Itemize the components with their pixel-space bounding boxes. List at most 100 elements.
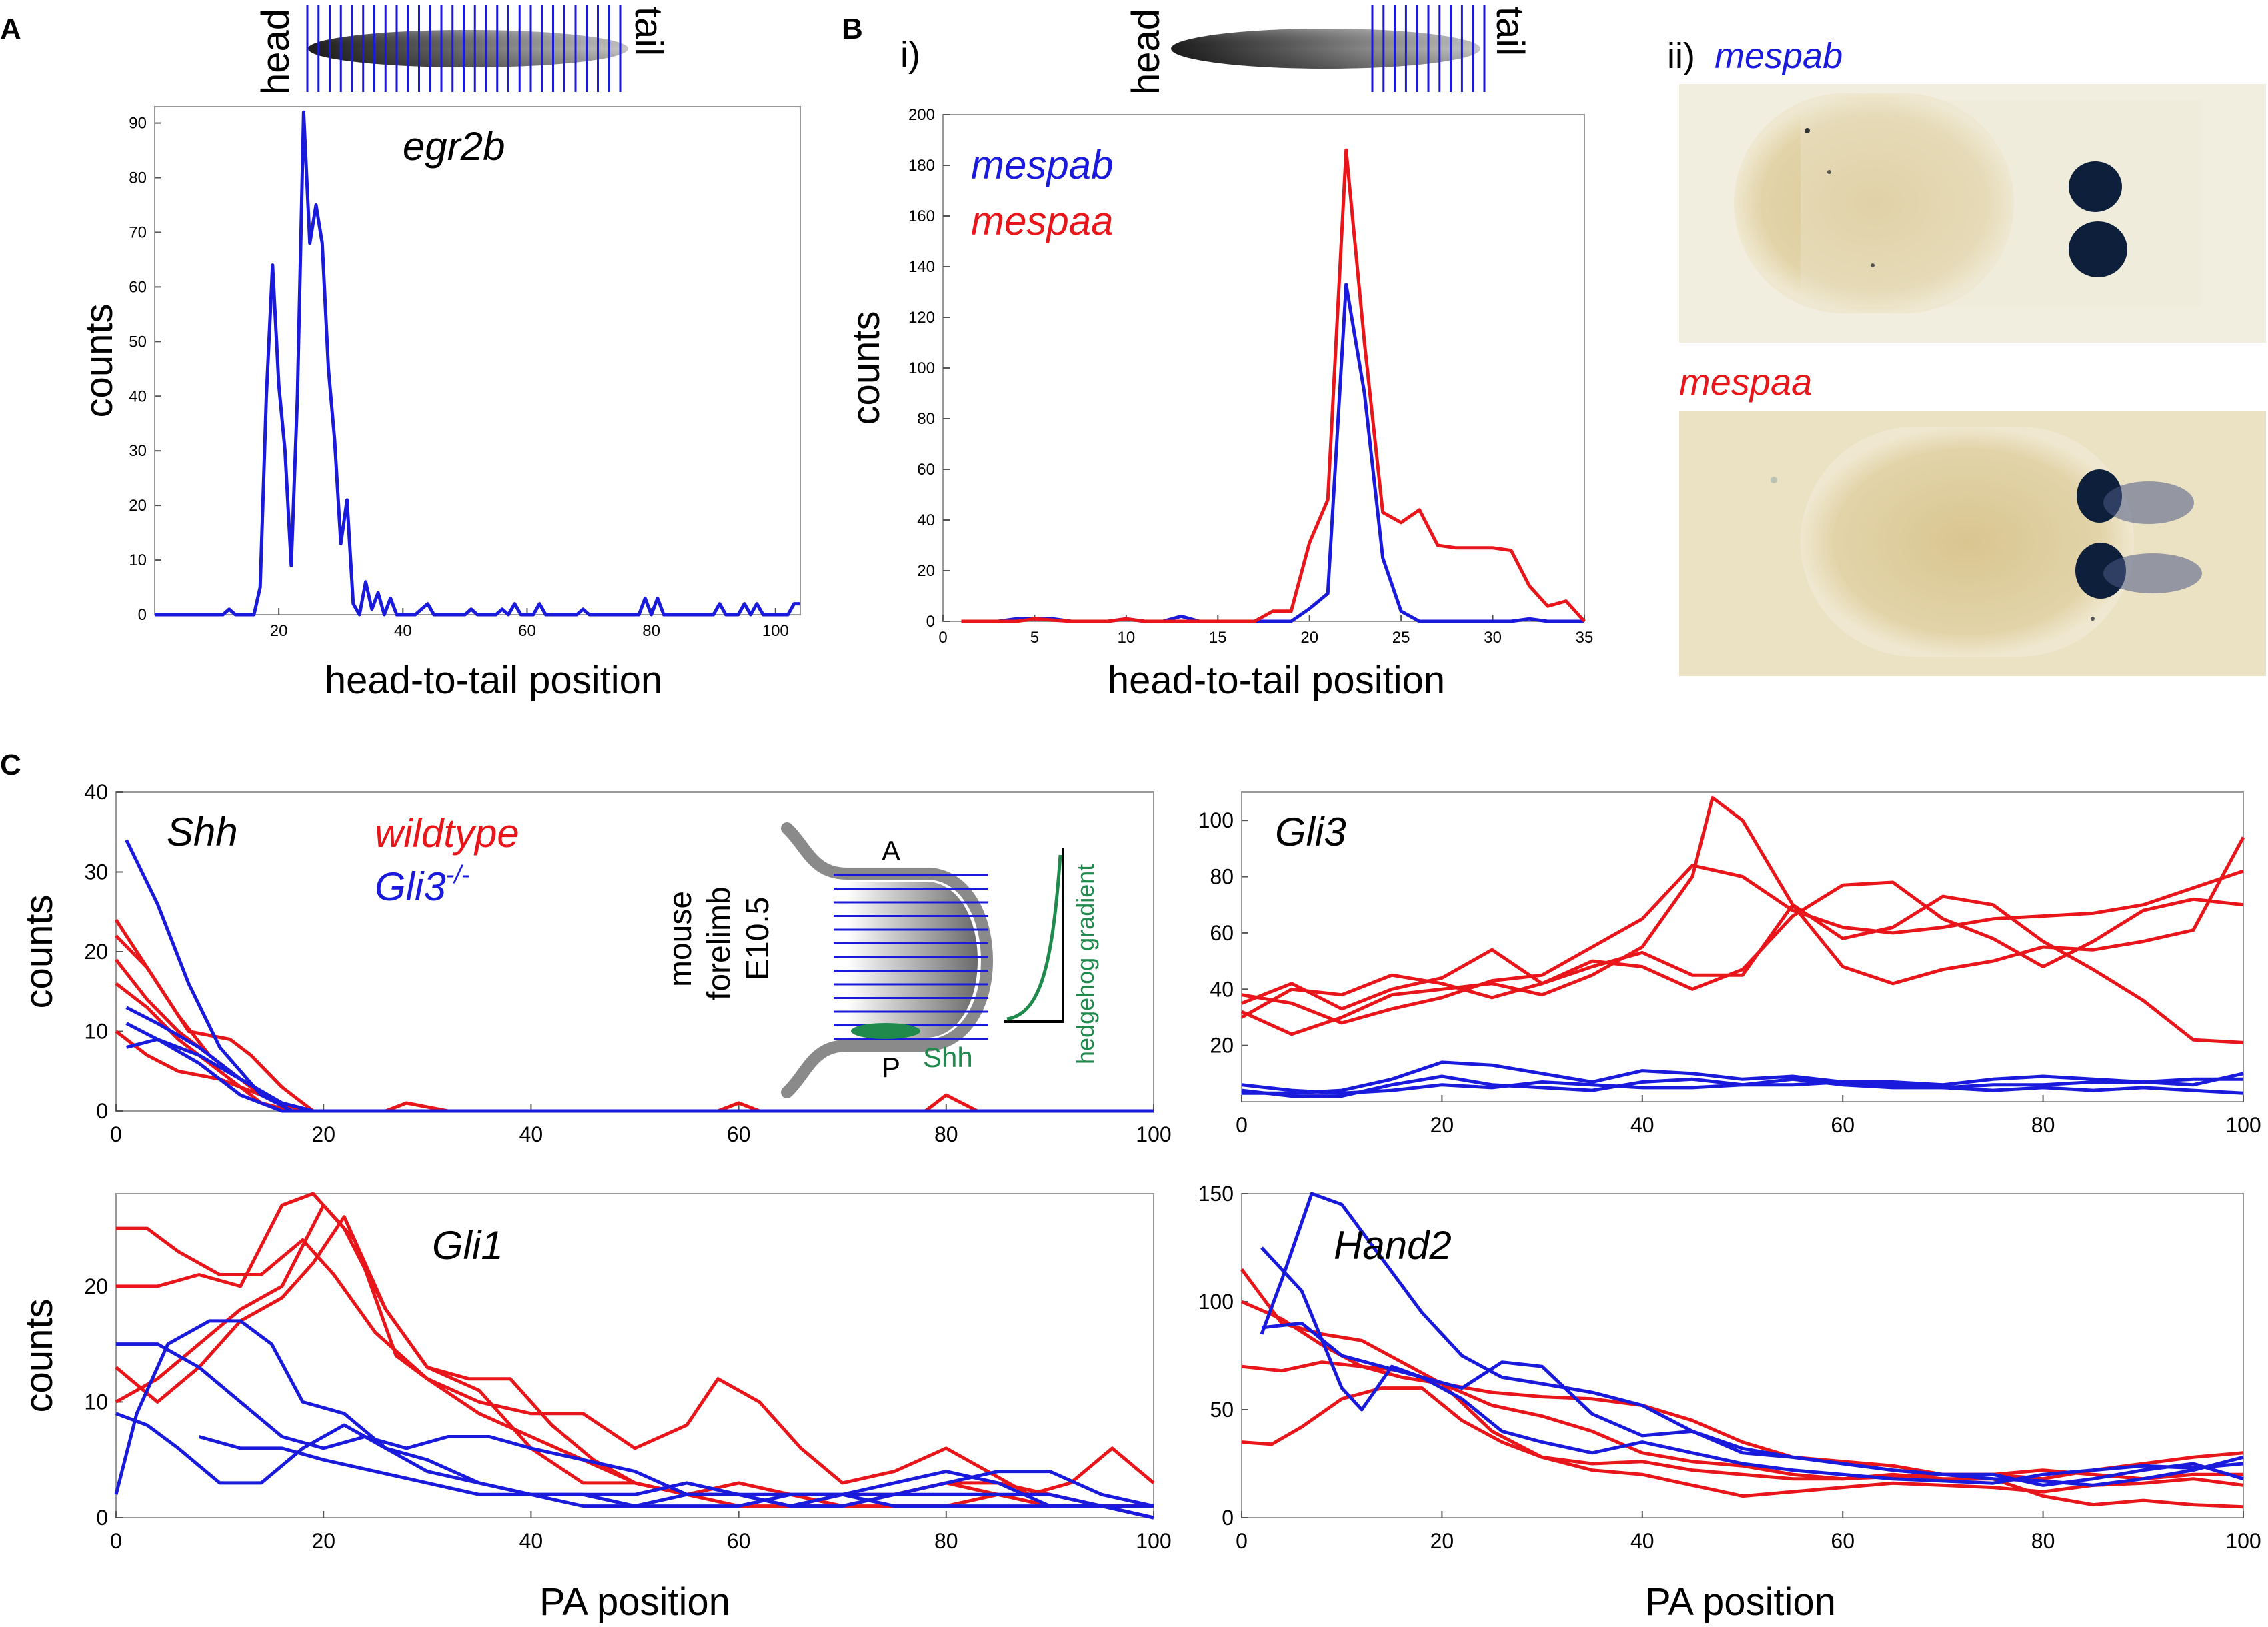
x-tick-label: 20 [1430, 1529, 1454, 1553]
y-tick-label: 30 [84, 860, 108, 884]
y-axis-title: counts [77, 304, 121, 418]
x-tick-label: 80 [642, 622, 660, 640]
series-line-red-2 [1241, 894, 2244, 1044]
series-line-red-1 [1241, 864, 2244, 1025]
limb-anterior-label: A [882, 835, 900, 866]
y-tick-label: 0 [96, 1099, 108, 1123]
x-axis-title: head-to-tail position [1108, 659, 1445, 702]
x-tick-label: 25 [1392, 629, 1410, 647]
y-tick-label: 100 [1198, 808, 1234, 832]
x-axis-title: PA position [1645, 1580, 1836, 1624]
plot-frame [115, 791, 1154, 1112]
chart-title: Hand2 [1334, 1223, 1452, 1268]
limb-inset-line1: mouse [663, 891, 698, 987]
y-tick-label: 60 [917, 461, 935, 479]
x-tick-label: 60 [727, 1529, 751, 1553]
x-tick-label: 100 [1136, 1122, 1171, 1146]
x-tick-label: 40 [1630, 1113, 1654, 1137]
schematic-a-head: head [254, 9, 297, 95]
x-tick-label: 100 [762, 622, 789, 640]
legend-superscript: -/- [446, 861, 470, 889]
y-axis-title: counts [17, 895, 61, 1009]
y-tick-label: 150 [1198, 1182, 1234, 1206]
limb-inset-line3: E10.5 [740, 897, 776, 980]
chart-hand2: 0 20 40 60 80 100 0 50 100 150 PA position Hand2 [1198, 1182, 2261, 1624]
y-tick-label: 60 [1210, 921, 1234, 945]
series-line-blue-6 [125, 1006, 1154, 1113]
schematic-b-head: head [1124, 9, 1168, 95]
y-tick-label: 200 [908, 106, 935, 124]
y-tick-label: 40 [84, 780, 108, 804]
y-tick-label: 180 [908, 157, 935, 175]
y-tick-label: 0 [138, 606, 147, 624]
chart-title: Gli3 [1275, 809, 1346, 854]
y-tick-label: 40 [129, 387, 147, 405]
y-tick-label: 100 [1198, 1290, 1234, 1314]
x-tick-label: 20 [270, 622, 288, 640]
y-tick-label: 20 [84, 940, 108, 964]
x-tick-label: 80 [2031, 1529, 2055, 1553]
x-tick-label: 20 [1430, 1113, 1454, 1137]
chart-shh: 0 20 40 60 80 100 0 10 20 30 40 counts Shh wildtype Gl… [17, 780, 1172, 1146]
series-line-blue-5 [125, 839, 1154, 1113]
x-tick-label: 60 [518, 622, 536, 640]
y-tick-label: 50 [129, 333, 147, 351]
series-line-red-0 [1240, 795, 2245, 1036]
chart-gli3: 0 20 40 60 80 100 20 40 60 80 100 Gli3 [1198, 791, 2261, 1137]
series-line-blue-6 [116, 1342, 1154, 1508]
x-tick-label: 20 [1300, 629, 1318, 647]
y-tick-label: 10 [84, 1390, 108, 1414]
y-tick-label: 60 [129, 278, 147, 296]
series-line-red-1 [1241, 1360, 2244, 1481]
y-tick-label: 140 [908, 258, 935, 276]
series-line-red-0 [1240, 1268, 2244, 1509]
legend-entry-0: wildtype [375, 811, 519, 856]
limb-inset: mouse forelimb E10.5 A P Shh hedgehog gr… [663, 822, 1099, 1098]
chart-title: Shh [167, 809, 238, 854]
chart-gli1: 0 20 40 60 80 100 0 10 20 PA position counts Gli1 [17, 1192, 1172, 1624]
series-line-blue-5 [114, 1319, 1154, 1508]
schematic-b: head tail [1124, 5, 1532, 95]
sublabel-ii: ii) mespab [1667, 36, 1843, 76]
x-tick-label: 60 [727, 1122, 751, 1146]
legend-entry-1: Gli3-/- [375, 861, 470, 909]
limb-inset-line2: forelimb [702, 886, 737, 1000]
chart-title: egr2b [403, 124, 505, 169]
slice-lines-a [306, 5, 622, 92]
x-tick-label: 0 [110, 1529, 122, 1553]
plot-frame [1241, 791, 2244, 1102]
chart-title: Gli1 [432, 1223, 503, 1268]
y-tick-label: 20 [1210, 1034, 1234, 1058]
x-tick-label: 40 [394, 622, 412, 640]
photo-mespaa [1679, 411, 2266, 676]
x-tick-label: 40 [1630, 1529, 1654, 1553]
series-line-red-1 [961, 148, 1586, 623]
photo-bottom-label: mespaa [1679, 361, 1812, 403]
series-line-red-0 [116, 1226, 1155, 1496]
y-tick-label: 20 [84, 1274, 108, 1298]
x-tick-label: 5 [1030, 629, 1039, 647]
y-tick-label: 30 [129, 442, 147, 460]
gradient-curve [1006, 854, 1062, 1021]
x-tick-label: 0 [110, 1122, 122, 1146]
limb-posterior-label: P [882, 1052, 900, 1083]
x-tick-label: 0 [1236, 1113, 1248, 1137]
y-tick-label: 10 [84, 1020, 108, 1044]
x-tick-label: 20 [311, 1122, 335, 1146]
series-line-blue-0 [155, 110, 800, 617]
y-tick-label: 80 [129, 169, 147, 187]
plot-frame [942, 114, 1585, 622]
schematic-a-tail: tail [627, 7, 670, 56]
limb-shh-label: Shh [923, 1042, 973, 1073]
legend-mespab: mespab [971, 143, 1113, 187]
series-line-blue-5 [1242, 1060, 2243, 1095]
series-line-red-2 [115, 1203, 1154, 1508]
legend-mespaa: mespaa [971, 199, 1113, 243]
y-tick-label: 90 [129, 115, 147, 133]
limb-slice-lines [834, 874, 988, 1040]
series-line-red-0 [114, 918, 1154, 1113]
photo-top-label: mespab [1715, 36, 1843, 76]
y-tick-label: 20 [129, 497, 147, 515]
sublabel-i: i) [900, 35, 920, 75]
